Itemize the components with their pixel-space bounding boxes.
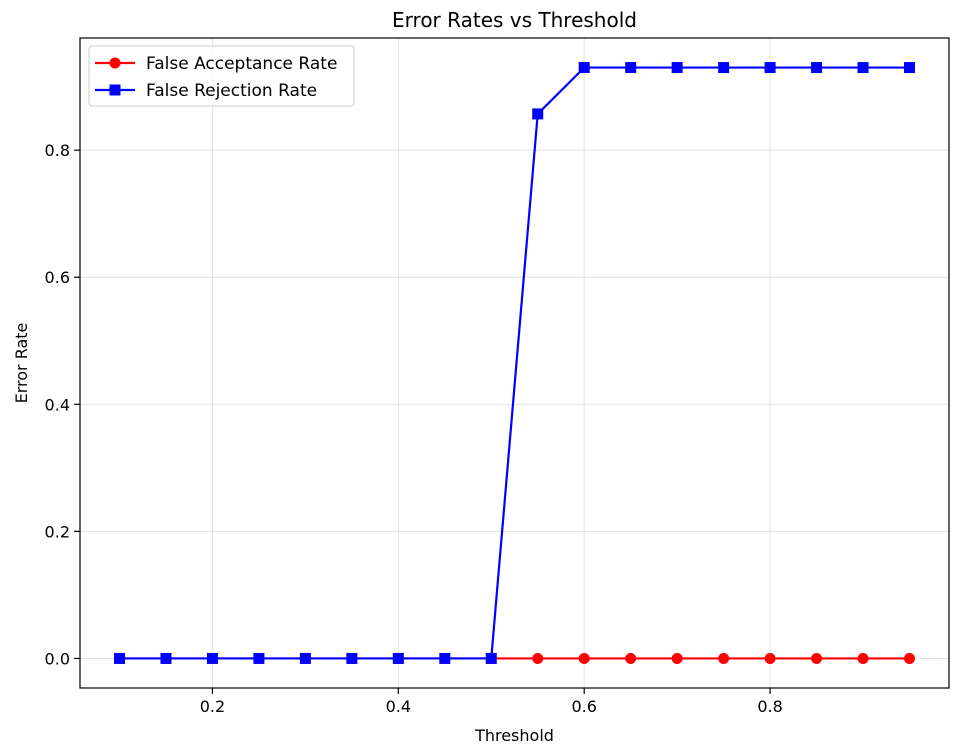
legend-label: False Rejection Rate xyxy=(146,81,317,101)
y-axis: 0.0 0.2 0.4 0.6 0.8 xyxy=(45,141,80,668)
data-point xyxy=(625,652,637,664)
data-point xyxy=(811,62,823,74)
x-tick-label: 0.8 xyxy=(757,697,782,716)
data-point xyxy=(439,652,451,664)
series-line xyxy=(119,66,910,660)
data-point xyxy=(578,62,590,74)
data-point xyxy=(532,652,544,664)
data-point xyxy=(160,652,172,664)
data-point xyxy=(764,62,776,74)
x-axis: 0.2 0.4 0.6 0.8 xyxy=(200,688,783,716)
data-point xyxy=(114,652,125,664)
y-tick-label: 0.6 xyxy=(45,268,70,287)
x-axis-label: Threshold xyxy=(474,726,554,745)
legend-marker xyxy=(109,57,121,69)
legend-label: False Acceptance Rate xyxy=(146,54,337,74)
data-point xyxy=(671,652,683,664)
x-tick-label: 0.6 xyxy=(571,697,596,716)
data-point xyxy=(671,62,683,74)
y-tick-label: 0.2 xyxy=(45,522,70,541)
series-false-rejection-rate xyxy=(114,62,915,664)
data-point xyxy=(625,62,637,74)
grid xyxy=(80,38,949,688)
x-tick-label: 0.4 xyxy=(386,697,411,716)
y-axis-label: Error Rate xyxy=(12,323,31,404)
y-tick-label: 0.8 xyxy=(45,141,70,160)
data-point xyxy=(857,652,869,664)
data-point xyxy=(253,652,265,664)
data-point xyxy=(718,62,730,74)
data-point xyxy=(857,62,869,74)
data-point xyxy=(904,62,915,74)
x-tick-label: 0.2 xyxy=(200,697,225,716)
data-point xyxy=(904,652,915,664)
series-layer xyxy=(114,62,915,664)
data-point xyxy=(299,652,311,664)
data-point xyxy=(485,652,497,664)
legend: False Acceptance Rate False Rejection Rat… xyxy=(88,45,355,107)
legend-marker xyxy=(109,84,121,96)
data-point xyxy=(811,652,823,664)
data-point xyxy=(578,652,590,664)
y-tick-label: 0.4 xyxy=(45,395,70,414)
legend-item: False Rejection Rate xyxy=(95,81,317,101)
plot-frame xyxy=(79,37,950,689)
data-point xyxy=(718,652,730,664)
data-point xyxy=(392,652,404,664)
data-point xyxy=(206,652,218,664)
legend-item: False Acceptance Rate xyxy=(95,54,337,74)
data-point xyxy=(532,108,544,120)
y-tick-label: 0.0 xyxy=(45,649,70,668)
legend-box xyxy=(88,45,355,107)
data-point xyxy=(764,652,776,664)
chart-title: Error Rates vs Threshold xyxy=(392,8,637,32)
data-point xyxy=(346,652,358,664)
